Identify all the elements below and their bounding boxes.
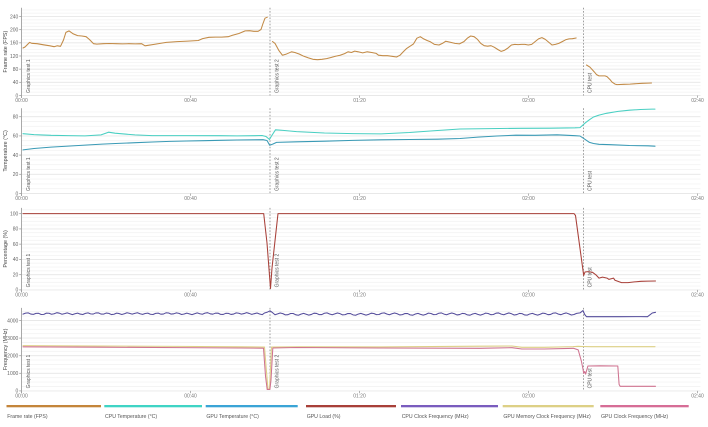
svg-text:240: 240 xyxy=(10,14,19,20)
svg-text:Graphics test 1: Graphics test 1 xyxy=(26,59,32,93)
svg-text:0: 0 xyxy=(16,191,19,197)
svg-text:Percentage (%): Percentage (%) xyxy=(3,230,9,268)
svg-text:Graphics test 2: Graphics test 2 xyxy=(275,355,281,389)
svg-text:GPU Temperature (°C): GPU Temperature (°C) xyxy=(206,414,259,420)
svg-text:160: 160 xyxy=(10,41,19,47)
svg-text:02:40: 02:40 xyxy=(691,196,704,202)
svg-text:120: 120 xyxy=(10,54,19,60)
svg-text:60: 60 xyxy=(13,242,19,248)
svg-text:Graphics test 1: Graphics test 1 xyxy=(26,254,32,288)
svg-text:01:20: 01:20 xyxy=(353,293,366,299)
svg-text:02:00: 02:00 xyxy=(522,98,535,104)
svg-text:200: 200 xyxy=(10,27,19,33)
svg-text:40: 40 xyxy=(13,80,19,86)
svg-text:00:40: 00:40 xyxy=(184,196,197,202)
svg-text:00:00: 00:00 xyxy=(15,293,28,299)
svg-text:GPU Clock Frequency (MHz): GPU Clock Frequency (MHz) xyxy=(601,414,668,420)
svg-text:02:00: 02:00 xyxy=(522,196,535,202)
svg-text:0: 0 xyxy=(16,288,19,294)
svg-text:01:20: 01:20 xyxy=(353,393,366,399)
svg-text:CPU Temperature (°C): CPU Temperature (°C) xyxy=(105,414,157,420)
svg-text:02:40: 02:40 xyxy=(691,98,704,104)
svg-text:Frequency (MHz): Frequency (MHz) xyxy=(3,328,9,370)
svg-text:100: 100 xyxy=(10,211,19,217)
svg-text:20: 20 xyxy=(13,172,19,178)
svg-text:80: 80 xyxy=(13,67,19,73)
svg-text:CPU test: CPU test xyxy=(588,72,594,93)
svg-text:40: 40 xyxy=(13,257,19,263)
svg-text:40: 40 xyxy=(13,153,19,159)
svg-text:Frame rate (FPS): Frame rate (FPS) xyxy=(7,414,48,420)
svg-text:Graphics test 2: Graphics test 2 xyxy=(275,157,281,191)
svg-text:01:20: 01:20 xyxy=(353,98,366,104)
svg-text:Frame rate (FPS): Frame rate (FPS) xyxy=(3,30,9,72)
svg-text:GPU Memory Clock Frequency (MH: GPU Memory Clock Frequency (MHz) xyxy=(503,414,591,420)
svg-text:Graphics test 1: Graphics test 1 xyxy=(26,355,32,389)
svg-text:80: 80 xyxy=(13,115,19,121)
svg-text:80: 80 xyxy=(13,227,19,233)
svg-text:GPU Load (%): GPU Load (%) xyxy=(307,414,341,420)
svg-text:0: 0 xyxy=(16,389,19,395)
svg-text:00:40: 00:40 xyxy=(184,293,197,299)
svg-text:02:00: 02:00 xyxy=(522,393,535,399)
svg-text:01:20: 01:20 xyxy=(353,196,366,202)
svg-text:3000: 3000 xyxy=(7,336,18,342)
svg-text:2000: 2000 xyxy=(7,354,18,360)
svg-text:20: 20 xyxy=(13,272,19,278)
svg-text:Temperature (°C): Temperature (°C) xyxy=(3,130,9,172)
svg-text:02:00: 02:00 xyxy=(522,293,535,299)
svg-text:4000: 4000 xyxy=(7,318,18,324)
svg-text:CPU Clock Frequency (MHz): CPU Clock Frequency (MHz) xyxy=(402,414,469,420)
svg-text:Graphics test 1: Graphics test 1 xyxy=(26,157,32,191)
svg-text:CPU test: CPU test xyxy=(588,267,594,288)
svg-text:CPU test: CPU test xyxy=(588,368,594,389)
svg-text:02:40: 02:40 xyxy=(691,293,704,299)
svg-text:Graphics test 2: Graphics test 2 xyxy=(275,254,281,288)
svg-text:00:00: 00:00 xyxy=(15,393,28,399)
svg-text:Graphics test 2: Graphics test 2 xyxy=(275,59,281,93)
svg-text:60: 60 xyxy=(13,134,19,140)
svg-text:02:40: 02:40 xyxy=(691,393,704,399)
svg-text:00:00: 00:00 xyxy=(15,196,28,202)
svg-text:CPU test: CPU test xyxy=(588,170,594,191)
svg-text:00:40: 00:40 xyxy=(184,393,197,399)
svg-text:00:40: 00:40 xyxy=(184,98,197,104)
svg-text:1000: 1000 xyxy=(7,371,18,377)
svg-text:00:00: 00:00 xyxy=(15,98,28,104)
svg-text:0: 0 xyxy=(16,93,19,99)
